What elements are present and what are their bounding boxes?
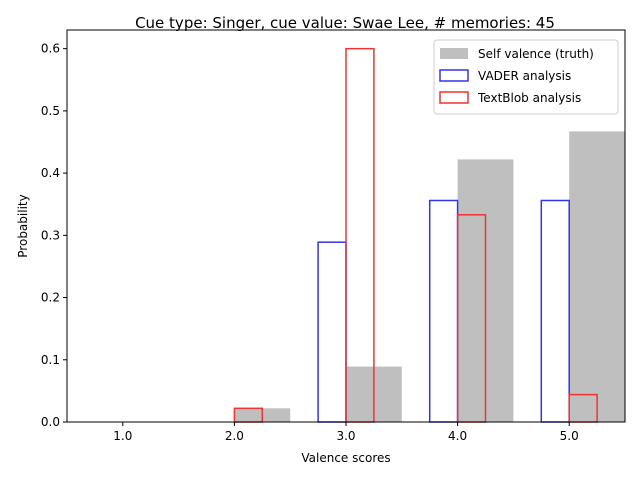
y-tick-label: 0.1: [41, 353, 60, 367]
x-axis-ticks: 1.0 2.0 3.0 4.0 5.0: [113, 422, 579, 443]
chart-title: Cue type: Singer, cue value: Swae Lee, #…: [135, 14, 555, 32]
legend-label: VADER analysis: [478, 69, 571, 83]
bars-group: [233, 47, 625, 423]
y-tick-label: 0.0: [41, 415, 60, 429]
x-tick-label: 1.0: [113, 429, 132, 443]
bar-textblob: [345, 47, 375, 423]
x-tick-label: 3.0: [336, 429, 355, 443]
y-tick-label: 0.6: [41, 42, 60, 56]
legend-box: [433, 39, 619, 115]
x-tick-label: 4.0: [448, 429, 467, 443]
legend-label: TextBlob analysis: [477, 91, 581, 105]
bar-vader: [317, 241, 347, 423]
y-axis-ticks: 0.0 0.1 0.2 0.3 0.4 0.5 0.6: [41, 42, 67, 429]
legend-swatch: [440, 48, 468, 59]
y-axis-label: Probability: [16, 194, 30, 257]
legend-label: Self valence (truth): [478, 47, 594, 61]
x-tick-label: 5.0: [560, 429, 579, 443]
x-tick-label: 2.0: [225, 429, 244, 443]
y-tick-label: 0.4: [41, 166, 60, 180]
y-tick-label: 0.2: [41, 291, 60, 305]
legend-swatch: [439, 69, 469, 82]
bar-self-valence: [569, 131, 625, 422]
y-tick-label: 0.5: [41, 104, 60, 118]
y-tick-label: 0.3: [41, 228, 60, 242]
bar-vader: [540, 199, 570, 423]
legend: Self valence (truth) VADER analysis TextBl…: [433, 39, 619, 115]
bar-vader: [428, 199, 459, 423]
x-axis-label: Valence scores: [301, 451, 390, 465]
legend-swatch: [439, 91, 469, 104]
